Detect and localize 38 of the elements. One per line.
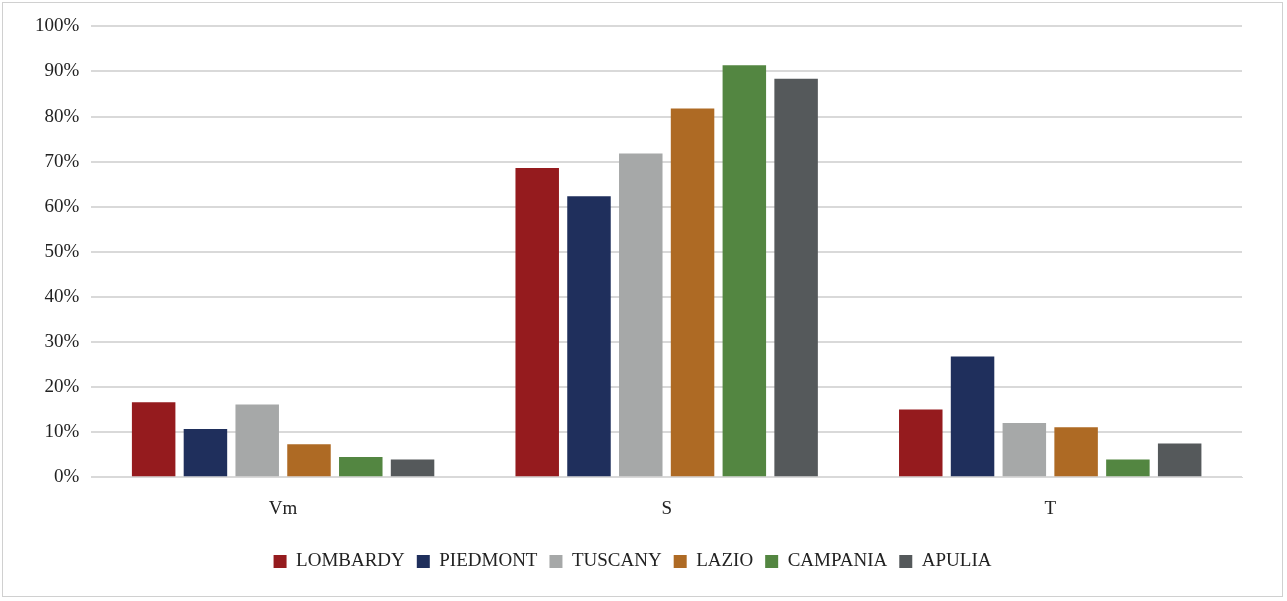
bar [1106,459,1150,477]
bar [1157,443,1202,477]
x-tick-label: Vm [268,496,298,518]
bar [515,167,559,477]
legend-label: LOMBARDY [296,549,406,571]
y-tick-label: 40% [44,284,80,306]
y-tick-label: 60% [44,194,80,216]
bar [183,428,228,477]
legend-label: APULIA [921,549,992,571]
legend-label: LAZIO [696,549,754,571]
y-tick-label: 20% [44,375,80,397]
y-tick-label: 80% [44,104,80,126]
y-tick-label: 10% [44,420,80,442]
bar [670,108,715,477]
y-tick-label: 100% [35,14,80,36]
bar [235,404,279,477]
y-tick-label: 90% [44,59,80,81]
y-tick-label: 30% [44,329,80,351]
bar [131,402,176,477]
legend-label: TUSCANY [571,549,662,571]
bar [619,153,663,477]
bar [1002,423,1047,477]
bar [899,409,943,477]
y-tick-label: 50% [44,239,80,261]
x-tick-label: S [661,496,672,518]
legend-label: PIEDMONT [439,549,538,571]
bar [950,356,995,477]
bar [390,459,435,477]
bar [567,196,611,477]
bar [1054,427,1098,477]
bar [722,65,767,477]
bar [774,78,818,477]
bar [339,456,383,477]
y-tick-label: 70% [44,149,80,171]
y-tick-label: 0% [54,465,80,487]
legend-label: CAMPANIA [787,549,888,571]
bar [287,444,331,477]
x-tick-label: T [1044,496,1057,518]
